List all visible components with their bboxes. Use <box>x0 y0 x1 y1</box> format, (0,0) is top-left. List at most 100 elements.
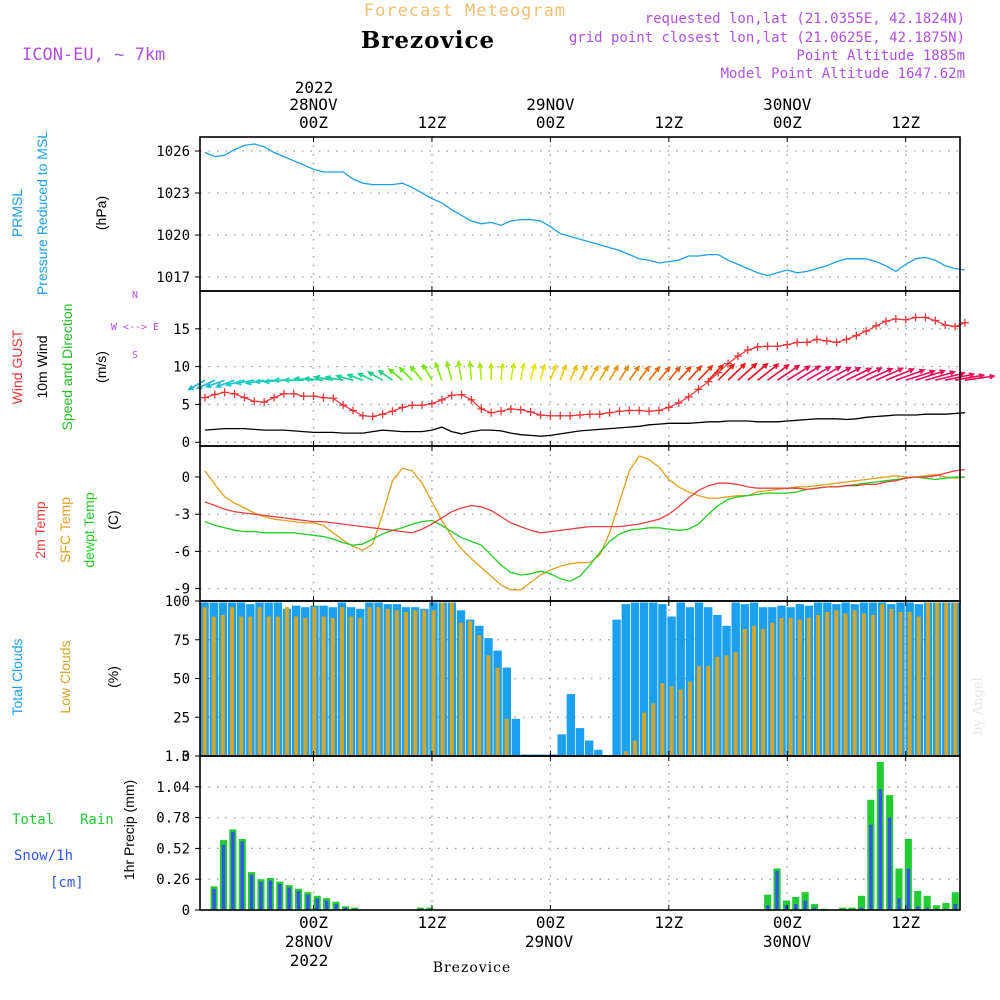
rain-bar <box>914 891 922 910</box>
wind-arrow-head <box>751 362 758 369</box>
low-cloud-bar <box>916 616 921 756</box>
snow-bar <box>784 905 789 910</box>
low-cloud-bar <box>358 618 363 756</box>
wind-arrow-head <box>783 363 790 370</box>
pressure-panel: 1017 1020 1023 1026 <box>156 136 965 292</box>
wind-arrow <box>776 365 800 381</box>
wind-arrow <box>618 365 629 381</box>
bottom-location: Brezovice <box>433 960 512 976</box>
wind-arrow-head <box>377 369 385 376</box>
temp-label-2m: 2m Temp <box>32 501 48 559</box>
wind-arrow <box>628 366 640 381</box>
low-cloud-bar <box>669 686 674 757</box>
bottom-hour-label: 00Z <box>773 913 802 932</box>
rain-bar <box>933 905 941 910</box>
wind-arrow-head <box>293 376 300 382</box>
pressure-side-labels: PRMSL Pressure Reduced to MSL (hPa) <box>9 131 109 295</box>
sfc-temp-line <box>204 455 965 591</box>
low-cloud-bar <box>871 615 875 756</box>
snow-bar <box>794 904 798 910</box>
low-cloud-bar <box>239 616 244 756</box>
total-cloud-bar <box>575 728 585 756</box>
wind-arrow <box>668 366 681 381</box>
top-hour-label: 00Z <box>536 113 565 132</box>
temp-label-sfc: SFC Temp <box>57 497 73 563</box>
total-cloud-bar <box>511 718 521 756</box>
wind-arrow-head <box>530 362 537 370</box>
total-cloud-bar <box>594 749 603 756</box>
wind-arrow-head <box>477 361 484 369</box>
wind-arrow <box>648 366 660 381</box>
wind-arrow-head <box>467 360 474 368</box>
bottom-hour-label: 00Z <box>299 913 328 932</box>
wind-arrow <box>510 363 515 381</box>
temp-ytick-label: -6 <box>173 544 190 560</box>
wind-arrow-head <box>324 375 332 381</box>
top-hour-label: 12Z <box>891 113 920 132</box>
clouds-ytick-label: 0 <box>182 749 190 765</box>
low-cloud-bar <box>285 607 289 756</box>
wind-arrow <box>856 367 882 381</box>
wind-arrow <box>905 370 935 381</box>
wind-arrow-head <box>928 369 936 376</box>
low-cloud-bar <box>651 703 656 756</box>
low-cloud-bar <box>330 618 335 756</box>
low-cloud-bar <box>422 610 427 756</box>
low-cloud-bar <box>202 607 207 756</box>
low-cloud-bar <box>349 616 354 756</box>
low-cloud-bar <box>495 667 500 756</box>
wind-arrow <box>608 365 619 381</box>
wind-arrow-head <box>398 366 405 373</box>
wind-arrow <box>500 363 504 381</box>
wind-arrow-head <box>445 360 451 368</box>
wind-arrow <box>434 362 443 381</box>
rain-bar <box>848 907 856 910</box>
snow-bar <box>906 868 911 910</box>
snow-bar <box>897 898 901 910</box>
wind-arrow <box>236 379 255 385</box>
super-title: Forecast Meteogram <box>364 1 566 21</box>
snow-bar <box>334 904 338 910</box>
wind-arrow-head <box>696 365 703 372</box>
low-cloud-bar <box>660 683 665 756</box>
wind-arrow-head <box>654 365 661 373</box>
snow-bar <box>259 881 263 910</box>
wind-arrow-head <box>876 367 883 373</box>
wind-arrow <box>226 379 245 386</box>
snow-bar <box>869 824 873 910</box>
wind-arrow-head <box>824 366 832 372</box>
wind-side-labels: Wind GUST 10m Wind Speed and Direction (… <box>9 290 159 430</box>
snow-bar <box>278 883 282 910</box>
low-cloud-bar <box>413 610 418 756</box>
low-cloud-bar <box>834 610 839 756</box>
wind-arrow-head <box>886 367 894 374</box>
model-altitude: Model Point Altitude 1647.62m <box>721 66 965 82</box>
wind-arrow-head <box>272 377 280 384</box>
snow-bar <box>343 907 348 910</box>
wind-arrow-head <box>717 363 725 371</box>
snow-bar <box>803 900 807 910</box>
top-hour-label: 00Z <box>299 113 328 132</box>
wind-arrow <box>388 368 403 381</box>
snow-bar <box>287 887 291 910</box>
wind-arrow-head <box>603 364 609 372</box>
wind-arrow <box>216 379 235 388</box>
wind-arrow-head <box>804 365 812 372</box>
snow-bar <box>812 907 817 910</box>
rain-bar <box>792 897 800 910</box>
wind-arrow <box>786 365 810 381</box>
low-cloud-bar <box>733 652 738 756</box>
wind-arrow-head <box>593 364 599 372</box>
wind-arrow <box>549 365 557 381</box>
low-cloud-bar <box>898 611 903 756</box>
wind-arrow-head <box>865 367 873 373</box>
wind-arrow <box>707 364 724 381</box>
pressure-label-name: Pressure Reduced to MSL <box>34 131 50 295</box>
wind-arrow <box>206 379 225 388</box>
low-cloud-bar <box>486 655 491 757</box>
low-cloud-bar <box>752 625 756 756</box>
low-cloud-bar <box>779 618 784 756</box>
low-cloud-bar <box>706 666 711 756</box>
bottom-hour-label: 12Z <box>891 913 920 932</box>
